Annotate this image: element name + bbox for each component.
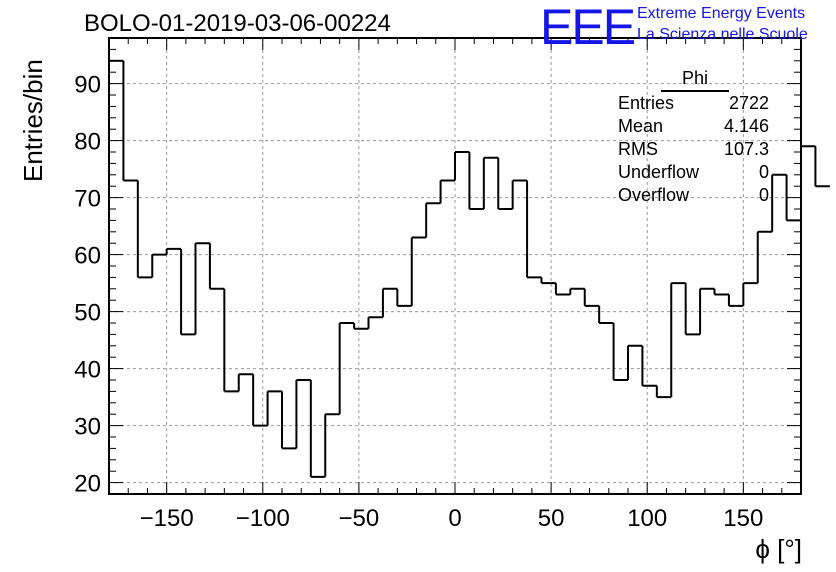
- histogram-bin: [309, 380, 326, 478]
- stats-value: 4.146: [723, 116, 769, 136]
- histogram-bin: [497, 157, 513, 210]
- x-tick-label: 0: [448, 505, 461, 532]
- x-axis-label: ϕ [°]: [755, 534, 802, 564]
- histogram-bin: [699, 287, 715, 335]
- histogram-bin: [569, 287, 585, 295]
- stats-box-title: Phi: [661, 66, 729, 92]
- histogram-bin: [641, 345, 657, 387]
- histogram-bin: [814, 146, 830, 188]
- histogram-bin: [670, 282, 686, 398]
- histogram-bin: [439, 179, 455, 204]
- histogram-bin: [136, 180, 153, 279]
- histogram-bin: [266, 390, 282, 426]
- histogram-bin: [655, 385, 672, 399]
- histogram-bin: [165, 247, 182, 255]
- histogram-bin: [194, 242, 210, 335]
- histogram-bin: [482, 156, 499, 209]
- stats-value: 0: [758, 162, 769, 182]
- histogram-bin: [324, 413, 340, 477]
- histogram-bin: [122, 60, 138, 182]
- stats-box: Phi Entries 2722 Mean 4.146 RMS 107.3 Un…: [611, 66, 779, 207]
- histogram-bin: [583, 288, 600, 307]
- y-tick-label: 80: [74, 129, 101, 156]
- histogram-bin: [353, 323, 369, 330]
- stats-value: 0: [758, 185, 769, 205]
- histogram-bin: [540, 277, 556, 285]
- histogram-bin: [367, 316, 383, 329]
- histogram-bin: [151, 253, 167, 278]
- histogram-bin: [208, 243, 225, 290]
- histogram-bin: [410, 236, 427, 306]
- histogram-bin: [425, 202, 441, 238]
- y-tick-label: 70: [74, 186, 101, 213]
- histogram-bin: [713, 288, 729, 296]
- histogram-bin: [180, 248, 196, 336]
- stats-row-rms: RMS 107.3: [611, 138, 779, 161]
- histogram-bin: [454, 151, 470, 181]
- stats-key: Entries: [618, 93, 675, 113]
- logo-line-1: Extreme Energy Events: [637, 5, 806, 22]
- chart-title: BOLO-01-2019-03-06-00224: [84, 10, 391, 37]
- histogram-bin: [295, 379, 311, 449]
- histogram-bin: [252, 374, 268, 427]
- histogram-bin: [771, 173, 787, 232]
- y-tick-label: 30: [74, 414, 101, 441]
- histogram-bin: [800, 145, 816, 221]
- histogram-bin: [468, 152, 484, 210]
- stats-row-mean: Mean 4.146: [611, 115, 779, 138]
- y-axis-label: Entries/bin: [18, 59, 48, 182]
- x-tick-label: 100: [627, 505, 667, 532]
- x-tick-label: −100: [236, 505, 290, 532]
- y-tick-label: 20: [74, 471, 101, 498]
- y-tick-label: 50: [74, 300, 101, 327]
- stats-value: 2722: [728, 93, 769, 113]
- stats-key: Underflow: [618, 162, 700, 182]
- x-tick-label: 50: [538, 505, 565, 532]
- stats-row-entries: Entries 2722: [611, 92, 779, 115]
- histogram-bin: [612, 323, 628, 381]
- histogram-bin: [281, 391, 297, 450]
- x-tick-label: −50: [339, 505, 380, 532]
- stats-key: Mean: [618, 116, 664, 136]
- histogram-bin: [756, 230, 773, 284]
- histogram-bin: [511, 179, 528, 209]
- y-tick-label: 90: [74, 72, 101, 99]
- x-tick-label: 150: [723, 505, 763, 532]
- stats-value: 107.3: [723, 139, 769, 159]
- histogram-bin: [396, 288, 412, 307]
- histogram-bin: [526, 180, 542, 279]
- x-tick-label: −150: [140, 505, 194, 532]
- histogram-bin: [338, 322, 355, 415]
- histogram-bin: [554, 283, 571, 296]
- stats-key: RMS: [618, 139, 658, 159]
- histogram-bin: [381, 287, 398, 318]
- histogram-bin: [237, 373, 254, 392]
- y-tick-label: 40: [74, 357, 101, 384]
- histogram-bin: [223, 288, 239, 393]
- histogram-bin: [598, 305, 614, 324]
- stats-row-overflow: Overflow 0: [611, 184, 779, 207]
- y-tick-label: 60: [74, 243, 101, 270]
- eee-logo: EEE: [540, 0, 636, 55]
- logo-line-2: La Scienza nelle Scuole: [637, 26, 808, 43]
- histogram-bin: [785, 174, 801, 222]
- histogram-bin: [727, 294, 744, 307]
- histogram-bin: [742, 282, 758, 306]
- stats-key: Overflow: [618, 185, 690, 205]
- histogram-bin: [627, 344, 643, 380]
- stats-row-underflow: Underflow 0: [611, 161, 779, 184]
- histogram-bin: [684, 283, 701, 336]
